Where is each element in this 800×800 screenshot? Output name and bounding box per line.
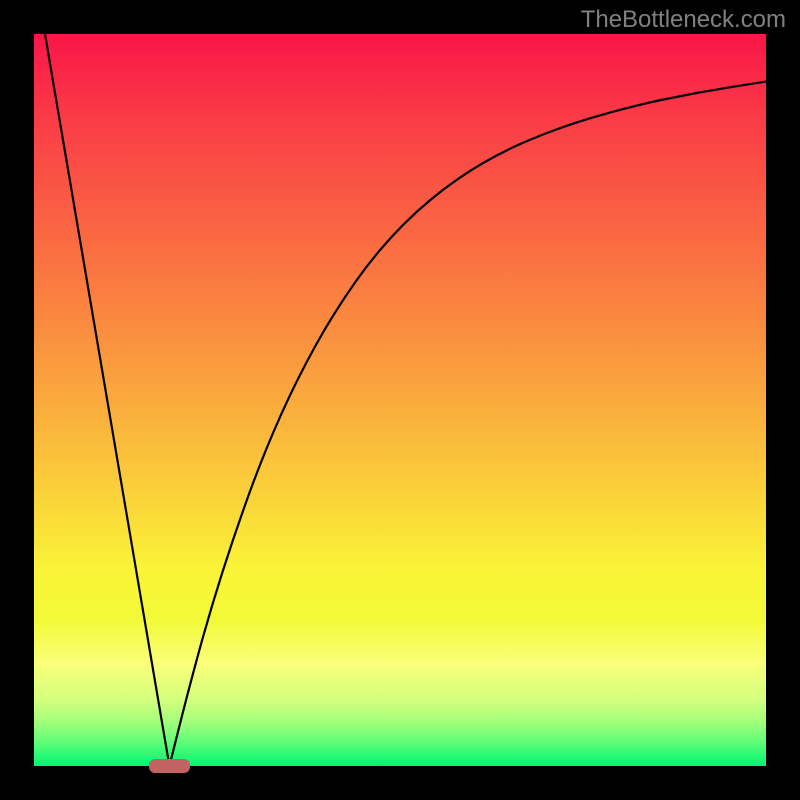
gradient-background	[34, 34, 766, 766]
curve-svg	[34, 34, 766, 766]
watermark-text: TheBottleneck.com	[581, 6, 786, 34]
plot-area	[34, 34, 766, 766]
chart-container: TheBottleneck.com	[0, 0, 800, 800]
minimum-marker	[149, 759, 189, 772]
